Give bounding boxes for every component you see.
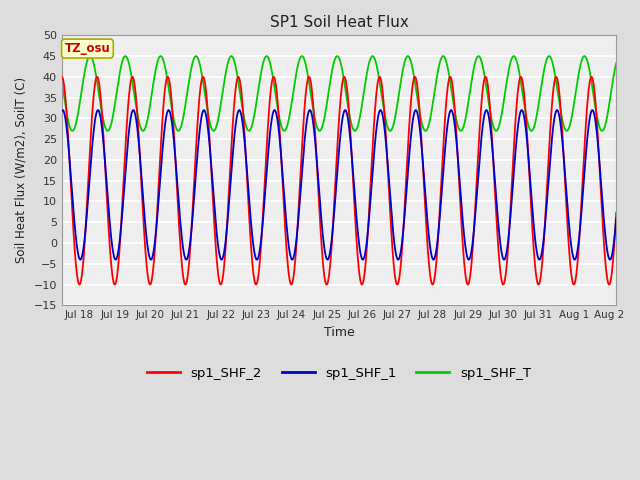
Y-axis label: Soil Heat Flux (W/m2), SoilT (C): Soil Heat Flux (W/m2), SoilT (C) [15,77,28,264]
Text: TZ_osu: TZ_osu [65,42,110,55]
Title: SP1 Soil Heat Flux: SP1 Soil Heat Flux [269,15,408,30]
Legend: sp1_SHF_2, sp1_SHF_1, sp1_SHF_T: sp1_SHF_2, sp1_SHF_1, sp1_SHF_T [141,361,536,385]
X-axis label: Time: Time [324,326,355,339]
